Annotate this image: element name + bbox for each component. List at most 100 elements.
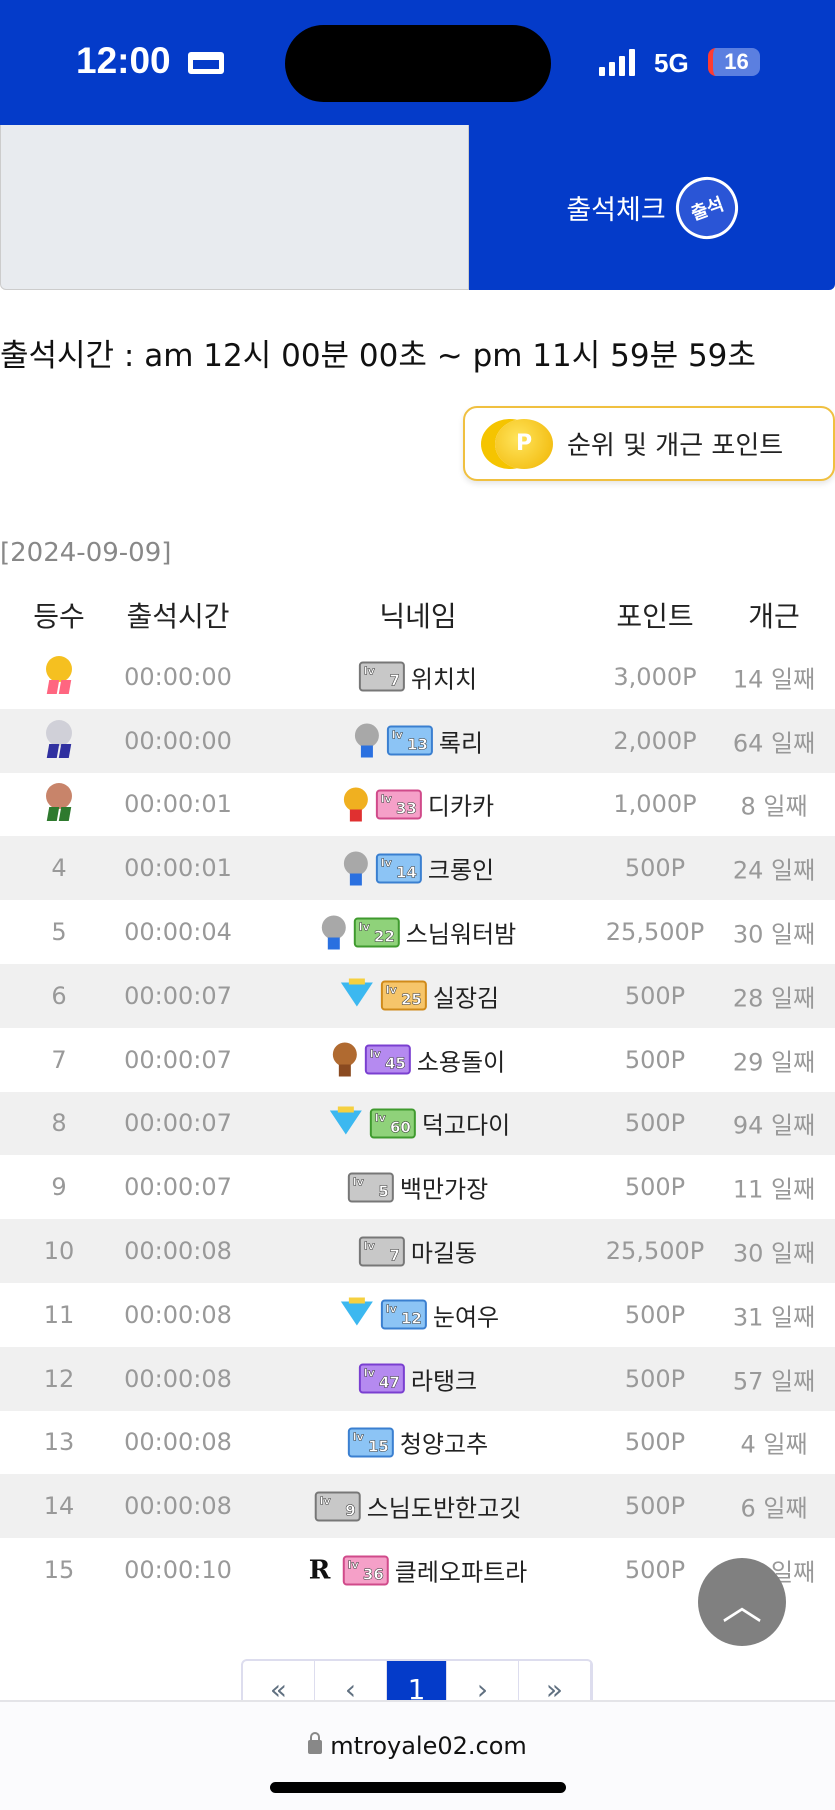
rank: 4 [51,854,67,883]
level-badge-icon: 36 [342,1548,389,1586]
checkin-time: 00:00:07 [124,1045,232,1074]
next-page-button[interactable]: › [447,1661,519,1717]
rank: 7 [51,1045,67,1074]
checkin-time: 00:00:10 [124,1556,232,1585]
level-badge-icon: 45 [364,1038,411,1075]
points: 500P [624,1492,686,1521]
level-badge-icon: 14 [375,846,422,884]
consecutive-days: 31 일째 [732,1303,816,1332]
points: 500P [624,1556,686,1585]
checkin-stamp-icon: 출석 [666,167,747,248]
rank: 6 [51,981,67,1010]
coin-icon: P [495,418,553,469]
lock-icon [308,1732,323,1754]
prev-page-button[interactable]: ‹ [315,1661,387,1717]
level-badge-icon: 15 [347,1420,394,1458]
silver-medal-icon [353,723,381,758]
nickname: 크롱인 [427,856,495,885]
level-badge-icon: 12 [380,1293,427,1330]
address-bar[interactable]: mtroyale02.com [0,1732,835,1760]
dynamic-island [285,25,551,102]
rank-points-button[interactable]: P 순위 및 개근 포인트 [463,406,835,481]
nickname: 덕고다이 [421,1111,511,1140]
bronze-rank-medal-icon [44,783,74,825]
network-type: 5G [654,48,689,78]
rank: 8 [51,1109,67,1138]
points: 500P [624,1109,686,1138]
consecutive-days: 24 일째 [732,856,816,885]
checkin-time: 00:00:08 [124,1492,232,1521]
checkin-time: 00:00:01 [124,854,232,883]
consecutive-days: 30 일째 [732,920,816,949]
rank: 12 [43,1364,75,1393]
nickname: 눈여우 [432,1303,500,1332]
rank-points-label: 순위 및 개근 포인트 [567,431,784,461]
scroll-to-top-button[interactable]: ︿ [698,1558,786,1646]
consecutive-days: 4 일째 [740,1430,808,1459]
level-badge-icon: 25 [380,974,427,1011]
chevron-up-icon: ︿ [722,1583,762,1629]
battery-icon: 16 [708,48,760,76]
level-badge-icon: 47 [358,1357,405,1394]
checkin-time: 00:00:07 [124,1109,232,1138]
checkin-time: 00:00:01 [124,790,232,819]
points: 25,500P [605,1237,705,1266]
rank: 15 [43,1556,75,1585]
checkin-time: 00:00:04 [124,918,232,947]
points: 500P [624,1045,686,1074]
silver-medal-icon [320,915,348,950]
level-badge-icon: 5 [347,1165,394,1203]
checkin-time: 00:00:08 [124,1428,232,1457]
checkin-label: 출석체크 [566,195,666,226]
nickname: 소용돌이 [416,1048,506,1077]
consecutive-days: 11 일째 [732,1175,816,1204]
diamond-icon [337,978,375,1013]
consecutive-days: 94 일째 [732,1111,816,1140]
header-days: 개근 [748,600,800,633]
nickname: 마길동 [410,1239,478,1268]
checkin-banner[interactable]: 출석체크 출석 [469,125,835,290]
level-badge-icon: 13 [386,719,433,756]
silver-medal-icon [342,851,370,886]
checkin-time: 00:00:00 [124,726,232,755]
rank: 9 [51,1173,67,1202]
level-badge-icon: 9 [314,1484,361,1522]
checkin-time: 00:00:08 [124,1237,232,1266]
last-page-button[interactable]: » [519,1661,591,1717]
signal-icon [599,48,635,76]
silver-rank-medal-icon [44,719,74,762]
attendance-date: [2024-09-09] [0,538,172,568]
consecutive-days: 29 일째 [732,1048,816,1077]
nickname: 실장김 [432,984,500,1013]
gold-medal-icon [342,787,370,822]
diamond-icon [326,1106,364,1140]
rank: 10 [43,1237,75,1266]
points: 500P [624,1300,686,1329]
checkin-time: 00:00:07 [124,1173,232,1202]
first-page-button[interactable]: « [243,1661,315,1717]
points: 25,500P [605,918,705,947]
